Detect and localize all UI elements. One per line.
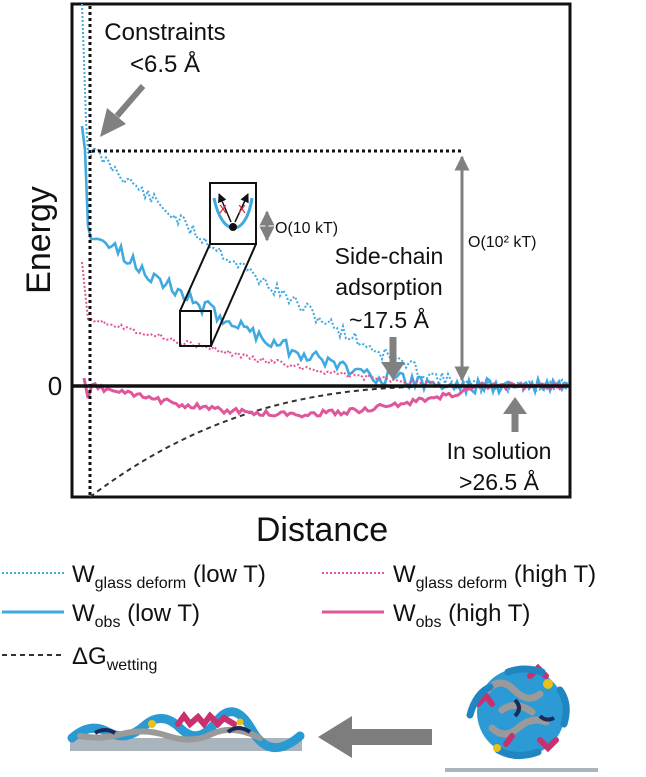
svg-text:ΔGwetting: ΔGwetting	[72, 643, 157, 674]
legend-suffix: (high T)	[507, 561, 596, 588]
w-obs-high-t-curve	[82, 377, 570, 419]
legend-suffix: (low T)	[120, 600, 200, 627]
constraints-label: Constraints	[104, 19, 225, 46]
constraints-arrow-head	[100, 108, 126, 137]
y-axis-label: Energy	[20, 186, 58, 294]
solution-label-2: >26.5 Å	[459, 468, 540, 495]
adsorbed-protein-illustration	[67, 707, 305, 753]
adsorbed-chain-pink	[175, 711, 237, 729]
legend-main: W	[393, 561, 416, 588]
protein-yellow-residue	[543, 679, 553, 689]
big-scale-label: O(10² kT)	[468, 234, 536, 251]
legend-main: W	[72, 561, 95, 588]
inset-particle	[229, 223, 237, 231]
inset-scale-label: O(10 kT)	[275, 220, 338, 237]
solution-arrow-head	[503, 397, 527, 414]
plot-frame	[70, 2, 572, 499]
legend: Wglass deform (low T) Wglass deform (hig…	[2, 561, 596, 674]
w-obs-low-t-curve	[80, 125, 569, 398]
transition-arrow-head	[318, 716, 352, 758]
solution-label-1: In solution	[447, 438, 552, 464]
legend-item-glass-low: Wglass deform (low T)	[2, 561, 266, 592]
legend-sub: wetting	[106, 657, 158, 674]
legend-sub: glass deform	[95, 575, 187, 592]
sidechain-label-2: adsorption	[335, 274, 442, 300]
adsorbed-chain-gray	[77, 726, 263, 743]
legend-sub: glass deform	[416, 575, 508, 592]
sidechain-label-1: Side-chain	[335, 243, 444, 269]
svg-text:Wobs (high T): Wobs (high T)	[393, 600, 530, 631]
protein-loop-blue	[466, 665, 570, 759]
legend-suffix: (low T)	[186, 561, 266, 588]
protein-loop-navy	[513, 698, 555, 722]
transition-arrow-shaft	[346, 729, 432, 745]
inset-cross-right-icon: x	[238, 200, 246, 217]
sidechain-arrow-head	[381, 362, 405, 380]
inset-escape-arrow-left	[218, 193, 232, 223]
legend-item-glass-high: Wglass deform (high T)	[322, 561, 596, 592]
w-glass-deform-high-t-curve	[81, 261, 569, 391]
legend-main: W	[72, 600, 95, 627]
adsorbed-chain-navy	[93, 726, 252, 735]
legend-suffix: (high T)	[441, 600, 530, 627]
surface-slab-left	[70, 738, 302, 751]
adsorbed-yellow-residue	[236, 718, 244, 726]
protein-yellow-residue	[493, 744, 501, 752]
transition-arrow	[318, 716, 432, 758]
svg-text:Wobs (low T): Wobs (low T)	[72, 600, 200, 631]
legend-sub: obs	[95, 614, 121, 631]
inset-escape-arrow-right	[234, 193, 249, 223]
legend-item-wetting: ΔGwetting	[2, 643, 157, 674]
x-axis-label: Distance	[256, 511, 388, 549]
legend-main: W	[393, 600, 416, 627]
constraints-arrow-shaft	[114, 84, 146, 118]
svg-text:Wglass deform (high T): Wglass deform (high T)	[393, 561, 596, 592]
zoom-connector-right	[210, 243, 257, 347]
zoom-connector-left	[179, 243, 211, 312]
svg-text:Wglass deform (low T): Wglass deform (low T)	[72, 561, 266, 592]
inset-cross-left-icon: x	[219, 200, 227, 217]
legend-sub: obs	[416, 614, 442, 631]
legend-item-obs-high: Wobs (high T)	[322, 600, 530, 631]
constraints-value: <6.5 Å	[130, 50, 200, 78]
globular-protein-illustration	[445, 663, 598, 772]
legend-item-obs-low: Wobs (low T)	[2, 600, 200, 631]
zero-tick-label: 0	[48, 371, 62, 401]
sidechain-label-3: ~17.5 Å	[349, 306, 430, 333]
legend-main: ΔG	[72, 643, 107, 670]
adsorbed-yellow-residue	[148, 720, 156, 728]
zoom-source-box	[179, 310, 212, 347]
